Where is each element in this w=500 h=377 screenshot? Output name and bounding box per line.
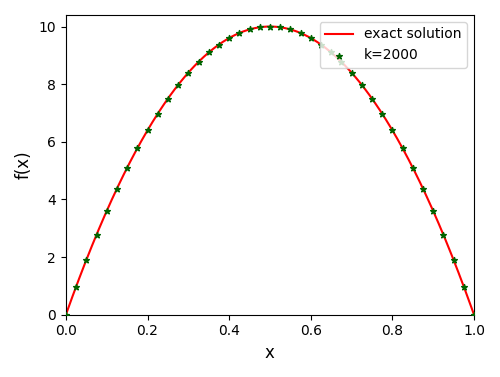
k=2000 — [236, 30, 244, 36]
k=2000 — [276, 24, 284, 30]
k=2000 — [194, 59, 202, 65]
k=2000 — [246, 26, 254, 32]
k=2000 — [450, 257, 458, 263]
exact solution — [306, 35, 312, 40]
Legend: exact solution, k=2000: exact solution, k=2000 — [320, 22, 467, 68]
k=2000 — [348, 70, 356, 76]
k=2000 — [102, 208, 110, 214]
k=2000 — [286, 26, 294, 32]
k=2000 — [72, 284, 80, 290]
k=2000 — [460, 284, 468, 290]
k=2000 — [225, 35, 233, 41]
k=2000 — [307, 35, 315, 41]
k=2000 — [184, 70, 192, 76]
k=2000 — [419, 185, 427, 192]
k=2000 — [266, 23, 274, 29]
k=2000 — [440, 232, 448, 238]
k=2000 — [113, 185, 121, 192]
k=2000 — [338, 59, 345, 65]
k=2000 — [409, 165, 417, 171]
k=2000 — [82, 257, 90, 263]
exact solution — [259, 25, 265, 29]
k=2000 — [470, 312, 478, 318]
exact solution — [266, 24, 272, 29]
k=2000 — [317, 41, 325, 48]
exact solution — [63, 313, 69, 317]
k=2000 — [62, 312, 70, 318]
k=2000 — [327, 49, 335, 55]
k=2000 — [164, 95, 172, 101]
exact solution — [256, 25, 262, 29]
k=2000 — [358, 82, 366, 88]
exact solution — [471, 313, 477, 317]
k=2000 — [134, 145, 141, 151]
exact solution — [462, 288, 468, 292]
X-axis label: x: x — [265, 344, 275, 362]
k=2000 — [388, 127, 396, 133]
k=2000 — [256, 24, 264, 30]
exact solution — [398, 144, 404, 148]
k=2000 — [429, 208, 437, 214]
exact solution — [284, 26, 290, 31]
k=2000 — [144, 127, 152, 133]
k=2000 — [368, 95, 376, 101]
k=2000 — [174, 82, 182, 88]
k=2000 — [154, 111, 162, 117]
Line: exact solution: exact solution — [66, 26, 474, 315]
k=2000 — [123, 165, 131, 171]
k=2000 — [215, 41, 223, 48]
k=2000 — [378, 111, 386, 117]
Y-axis label: f(x): f(x) — [15, 150, 33, 179]
k=2000 — [92, 232, 100, 238]
k=2000 — [398, 145, 406, 151]
k=2000 — [204, 49, 212, 55]
k=2000 — [296, 30, 304, 36]
